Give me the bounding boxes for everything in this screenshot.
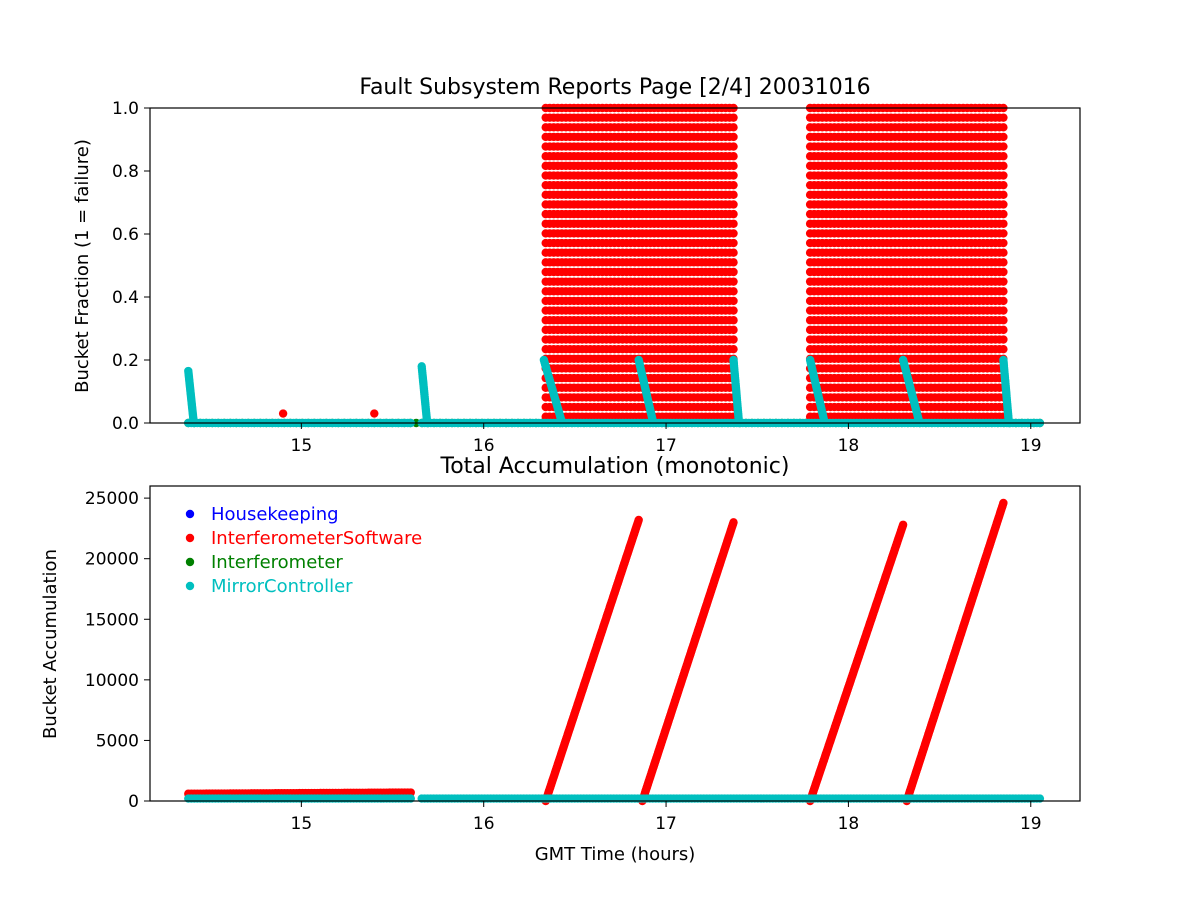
interferometersoftware-point bbox=[729, 248, 738, 257]
interferometersoftware-point bbox=[999, 161, 1008, 171]
x-tick-label: 17 bbox=[655, 436, 677, 456]
interferometersoftware-point bbox=[729, 238, 738, 248]
interferometersoftware-point bbox=[999, 219, 1008, 228]
interferometersoftware-point bbox=[729, 306, 738, 315]
interferometersoftware-point bbox=[729, 335, 738, 344]
interferometersoftware-point bbox=[729, 180, 738, 190]
interferometersoftware-point bbox=[999, 113, 1008, 122]
interferometersoftware-point bbox=[999, 277, 1008, 286]
interferometersoftware-point bbox=[729, 152, 738, 161]
interferometersoftware-point bbox=[729, 344, 738, 354]
y-tick-label: 0.0 bbox=[112, 414, 139, 434]
interferometersoftware-point bbox=[729, 287, 738, 296]
y-tick-label: 0.6 bbox=[112, 225, 139, 245]
interferometersoftware-point bbox=[729, 132, 738, 142]
interferometersoftware-point bbox=[729, 171, 738, 180]
interferometersoftware-point bbox=[999, 498, 1008, 508]
interferometersoftware-point bbox=[999, 190, 1008, 200]
interferometersoftware-point bbox=[999, 200, 1008, 209]
interferometersoftware-point bbox=[999, 335, 1008, 344]
interferometersoftware-point bbox=[729, 209, 738, 219]
bottom-chart-title: Total Accumulation (monotonic) bbox=[440, 454, 790, 479]
interferometersoftware-point bbox=[999, 344, 1008, 354]
interferometersoftware-point bbox=[729, 161, 738, 171]
y-tick-label: 0.8 bbox=[112, 162, 139, 182]
interferometersoftware-point bbox=[999, 267, 1008, 277]
interferometersoftware-point bbox=[999, 229, 1008, 238]
top-y-axis-label: Bucket Fraction (1 = failure) bbox=[72, 139, 93, 393]
interferometersoftware-point bbox=[729, 325, 738, 335]
y-tick-label: 1.0 bbox=[112, 99, 139, 119]
top-panel: Fault Subsystem Reports Page [2/4] 20031… bbox=[72, 75, 1081, 456]
interferometersoftware-point bbox=[999, 316, 1008, 325]
interferometersoftware-point bbox=[729, 142, 738, 151]
interferometersoftware-point bbox=[999, 180, 1008, 190]
interferometersoftware-point bbox=[729, 113, 738, 122]
interferometersoftware-point bbox=[999, 258, 1008, 267]
x-tick-label: 18 bbox=[838, 436, 860, 456]
interferometersoftware-point bbox=[999, 325, 1008, 335]
interferometersoftware-point bbox=[999, 209, 1008, 219]
interferometersoftware-point bbox=[729, 258, 738, 267]
interferometersoftware-point bbox=[729, 267, 738, 277]
interferometersoftware-point bbox=[999, 306, 1008, 315]
interferometersoftware-point bbox=[999, 296, 1008, 306]
x-tick-label: 19 bbox=[1020, 436, 1042, 456]
x-tick-label: 15 bbox=[291, 436, 313, 456]
interferometersoftware-point bbox=[999, 171, 1008, 180]
interferometersoftware-point bbox=[729, 316, 738, 325]
interferometersoftware-point bbox=[898, 520, 908, 529]
interferometersoftware-point bbox=[634, 515, 643, 525]
interferometersoftware-point bbox=[999, 287, 1008, 296]
interferometersoftware-point bbox=[729, 277, 738, 286]
interferometersoftware-point bbox=[999, 248, 1008, 257]
interferometersoftware-point bbox=[729, 123, 738, 132]
interferometersoftware-point bbox=[729, 200, 738, 209]
interferometersoftware-point bbox=[999, 238, 1008, 248]
interferometersoftware-point bbox=[999, 132, 1008, 142]
interferometersoftware-point bbox=[729, 219, 738, 228]
interferometersoftware-point bbox=[999, 152, 1008, 161]
interferometersoftware-point bbox=[278, 409, 288, 418]
interferometersoftware-point bbox=[729, 229, 738, 238]
interferometersoftware-point bbox=[370, 409, 379, 418]
x-tick-label: 16 bbox=[473, 436, 495, 456]
top-chart-title: Fault Subsystem Reports Page [2/4] 20031… bbox=[359, 75, 870, 100]
interferometersoftware-point bbox=[999, 123, 1008, 132]
interferometersoftware-point bbox=[729, 190, 738, 200]
interferometersoftware-point bbox=[999, 142, 1008, 151]
y-tick-label: 0.2 bbox=[112, 351, 139, 371]
interferometersoftware-point bbox=[729, 296, 738, 306]
interferometersoftware-point bbox=[729, 518, 738, 527]
y-tick-label: 0.4 bbox=[112, 288, 139, 308]
